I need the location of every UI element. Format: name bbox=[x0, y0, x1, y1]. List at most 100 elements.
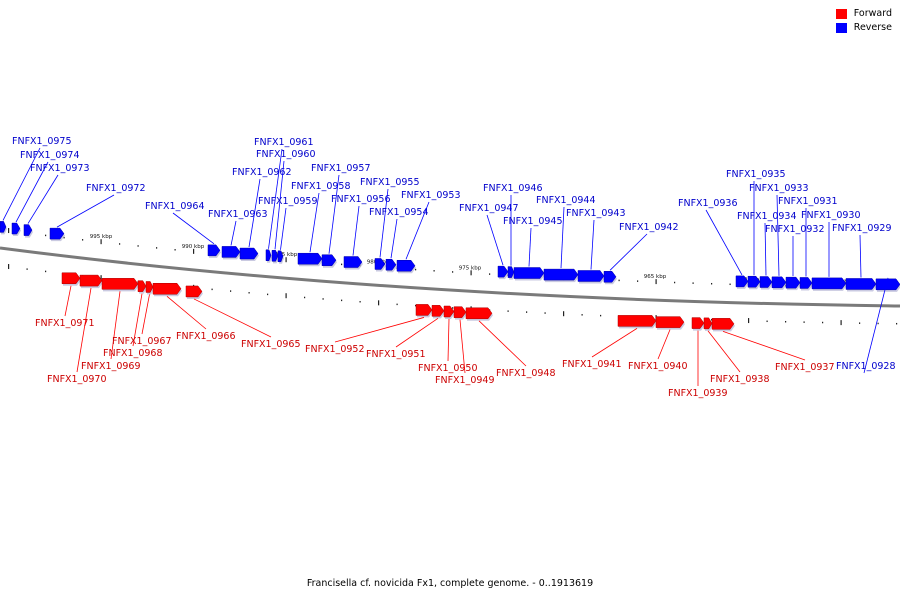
gene-arrow-fnfx1_0948[interactable] bbox=[465, 307, 493, 320]
gene-label-fnfx1_0940[interactable]: FNFX1_0940 bbox=[628, 361, 688, 372]
gene-label-fnfx1_0946[interactable]: FNFX1_0946 bbox=[483, 183, 543, 194]
gene-label-fnfx1_0969[interactable]: FNFX1_0969 bbox=[81, 361, 141, 372]
gene-arrow-fnfx1_0932[interactable] bbox=[785, 276, 801, 289]
gene-label-fnfx1_0970[interactable]: FNFX1_0970 bbox=[47, 374, 107, 385]
gene-label-fnfx1_0934[interactable]: FNFX1_0934 bbox=[737, 211, 797, 222]
gene-arrow-fnfx1_0938[interactable] bbox=[703, 317, 713, 330]
gene-arrow-fnfx1_0928[interactable] bbox=[875, 278, 900, 291]
gene-label-fnfx1_0964[interactable]: FNFX1_0964 bbox=[145, 201, 205, 212]
gene-label-fnfx1_0975[interactable]: FNFX1_0975 bbox=[12, 136, 72, 147]
gene-arrow-fnfx1_0956[interactable] bbox=[343, 256, 363, 268]
gene-label-fnfx1_0954[interactable]: FNFX1_0954 bbox=[369, 207, 429, 218]
gene-label-fnfx1_0938[interactable]: FNFX1_0938 bbox=[710, 374, 770, 385]
gene-arrow-fnfx1_0974[interactable] bbox=[11, 222, 21, 235]
gene-arrow-fnfx1_0935[interactable] bbox=[747, 275, 761, 288]
gene-label-fnfx1_0952[interactable]: FNFX1_0952 bbox=[305, 344, 365, 355]
gene-arrow-fnfx1_0953[interactable] bbox=[396, 260, 416, 272]
gene-label-fnfx1_0953[interactable]: FNFX1_0953 bbox=[401, 190, 461, 201]
gene-arrow-fnfx1_0968[interactable] bbox=[137, 280, 147, 292]
gene-arrow-fnfx1_0971[interactable] bbox=[61, 272, 81, 285]
gene-arrow-fnfx1_0959[interactable] bbox=[277, 250, 284, 263]
gene-label-fnfx1_0959[interactable]: FNFX1_0959 bbox=[258, 196, 318, 207]
gene-label-fnfx1_0950[interactable]: FNFX1_0950 bbox=[418, 363, 478, 374]
gene-label-fnfx1_0930[interactable]: FNFX1_0930 bbox=[801, 210, 861, 221]
gene-label-fnfx1_0929[interactable]: FNFX1_0929 bbox=[832, 223, 892, 234]
gene-label-fnfx1_0974[interactable]: FNFX1_0974 bbox=[20, 150, 80, 161]
gene-arrow-fnfx1_0955[interactable] bbox=[374, 258, 386, 270]
gene-arrow-fnfx1_0936[interactable] bbox=[735, 275, 749, 288]
gene-arrow-fnfx1_0972[interactable] bbox=[49, 227, 65, 240]
gene-arrow-fnfx1_0963[interactable] bbox=[221, 246, 241, 258]
gene-arrow-fnfx1_0946[interactable] bbox=[507, 266, 515, 278]
gene-arrow-fnfx1_0937[interactable] bbox=[711, 318, 735, 330]
gene-label-fnfx1_0967[interactable]: FNFX1_0967 bbox=[112, 336, 172, 347]
gene-label-fnfx1_0949[interactable]: FNFX1_0949 bbox=[435, 375, 495, 386]
gene-arrow-fnfx1_0940[interactable] bbox=[655, 316, 685, 328]
gene-label-fnfx1_0955[interactable]: FNFX1_0955 bbox=[360, 177, 420, 188]
gene-label-fnfx1_0935[interactable]: FNFX1_0935 bbox=[726, 169, 786, 180]
gene-label-fnfx1_0972[interactable]: FNFX1_0972 bbox=[86, 183, 146, 194]
gene-arrow-fnfx1_0945[interactable] bbox=[513, 267, 545, 279]
gene-arrow-fnfx1_0958[interactable] bbox=[297, 252, 323, 265]
gene-label-fnfx1_0948[interactable]: FNFX1_0948 bbox=[496, 368, 556, 379]
gene-label-fnfx1_0945[interactable]: FNFX1_0945 bbox=[503, 216, 563, 227]
gene-label-fnfx1_0942[interactable]: FNFX1_0942 bbox=[619, 222, 679, 233]
gene-label-fnfx1_0960[interactable]: FNFX1_0960 bbox=[256, 149, 316, 160]
gene-arrow-fnfx1_0943[interactable] bbox=[577, 270, 605, 282]
gene-leader-line bbox=[776, 194, 780, 276]
gene-label-fnfx1_0957[interactable]: FNFX1_0957 bbox=[311, 163, 371, 174]
gene-arrow-fnfx1_0941[interactable] bbox=[617, 315, 657, 327]
gene-arrow-fnfx1_0944[interactable] bbox=[543, 268, 579, 281]
gene-label-fnfx1_0963[interactable]: FNFX1_0963 bbox=[208, 209, 268, 220]
gene-arrow-fnfx1_0960[interactable] bbox=[271, 250, 279, 262]
gene-label-fnfx1_0932[interactable]: FNFX1_0932 bbox=[765, 224, 825, 235]
gene-label-fnfx1_0941[interactable]: FNFX1_0941 bbox=[562, 359, 622, 370]
gene-label-fnfx1_0962[interactable]: FNFX1_0962 bbox=[232, 167, 292, 178]
gene-label-fnfx1_0968[interactable]: FNFX1_0968 bbox=[103, 348, 163, 359]
gene-arrow-fnfx1_0951[interactable] bbox=[431, 305, 445, 317]
gene-arrow-fnfx1_0939[interactable] bbox=[691, 317, 705, 329]
gene-arrow-fnfx1_0931[interactable] bbox=[799, 277, 813, 289]
gene-arrow-fnfx1_0967[interactable] bbox=[145, 281, 154, 293]
gene-arrow-fnfx1_0942[interactable] bbox=[603, 271, 617, 283]
gene-arrow-fnfx1_0934[interactable] bbox=[759, 276, 773, 288]
gene-label-fnfx1_0947[interactable]: FNFX1_0947 bbox=[459, 203, 519, 214]
gene-label-fnfx1_0951[interactable]: FNFX1_0951 bbox=[366, 349, 426, 360]
gene-leader-line bbox=[560, 206, 565, 269]
gene-label-fnfx1_0933[interactable]: FNFX1_0933 bbox=[749, 183, 809, 194]
gene-label-fnfx1_0973[interactable]: FNFX1_0973 bbox=[30, 163, 90, 174]
gene-arrow-fnfx1_0973[interactable] bbox=[23, 224, 33, 236]
gene-arrow-fnfx1_0933[interactable] bbox=[771, 276, 787, 289]
gene-arrow-fnfx1_0957[interactable] bbox=[321, 254, 337, 266]
gene-label-fnfx1_0936[interactable]: FNFX1_0936 bbox=[678, 198, 738, 209]
gene-arrow-fnfx1_0949[interactable] bbox=[453, 306, 467, 318]
gene-label-fnfx1_0961[interactable]: FNFX1_0961 bbox=[254, 137, 314, 148]
gene-arrow-fnfx1_0961[interactable] bbox=[265, 249, 272, 262]
gene-label-fnfx1_0939[interactable]: FNFX1_0939 bbox=[668, 388, 728, 399]
gene-label-fnfx1_0966[interactable]: FNFX1_0966 bbox=[176, 331, 236, 342]
gene-arrow-fnfx1_0930[interactable] bbox=[811, 277, 847, 290]
gene-arrow-fnfx1_0952[interactable] bbox=[415, 304, 433, 316]
gene-arrow-fnfx1_0969[interactable] bbox=[101, 278, 139, 290]
gene-leader-line bbox=[591, 328, 638, 358]
gene-arrow-fnfx1_0929[interactable] bbox=[845, 278, 877, 290]
gene-label-fnfx1_0944[interactable]: FNFX1_0944 bbox=[536, 195, 596, 206]
gene-arrow-fnfx1_0964[interactable] bbox=[207, 244, 221, 257]
gene-label-fnfx1_0965[interactable]: FNFX1_0965 bbox=[241, 339, 301, 350]
gene-arrow-fnfx1_0962[interactable] bbox=[239, 247, 259, 260]
gene-arrow-fnfx1_0947[interactable] bbox=[497, 265, 509, 278]
scale-tick-mark bbox=[600, 314, 602, 317]
gene-arrow-fnfx1_0965[interactable] bbox=[185, 285, 203, 298]
gene-arrow-fnfx1_0975[interactable] bbox=[0, 221, 7, 233]
gene-arrow-fnfx1_0954[interactable] bbox=[385, 258, 397, 271]
gene-label-fnfx1_0971[interactable]: FNFX1_0971 bbox=[35, 318, 95, 329]
gene-arrow-fnfx1_0950[interactable] bbox=[443, 305, 455, 318]
gene-arrow-fnfx1_0970[interactable] bbox=[79, 274, 103, 287]
gene-label-fnfx1_0956[interactable]: FNFX1_0956 bbox=[331, 194, 391, 205]
gene-label-fnfx1_0931[interactable]: FNFX1_0931 bbox=[778, 196, 838, 207]
gene-arrow-fnfx1_0966[interactable] bbox=[152, 283, 182, 295]
gene-label-fnfx1_0958[interactable]: FNFX1_0958 bbox=[291, 181, 351, 192]
gene-label-fnfx1_0937[interactable]: FNFX1_0937 bbox=[775, 362, 835, 373]
gene-label-fnfx1_0928[interactable]: FNFX1_0928 bbox=[836, 361, 896, 372]
gene-label-fnfx1_0943[interactable]: FNFX1_0943 bbox=[566, 208, 626, 219]
